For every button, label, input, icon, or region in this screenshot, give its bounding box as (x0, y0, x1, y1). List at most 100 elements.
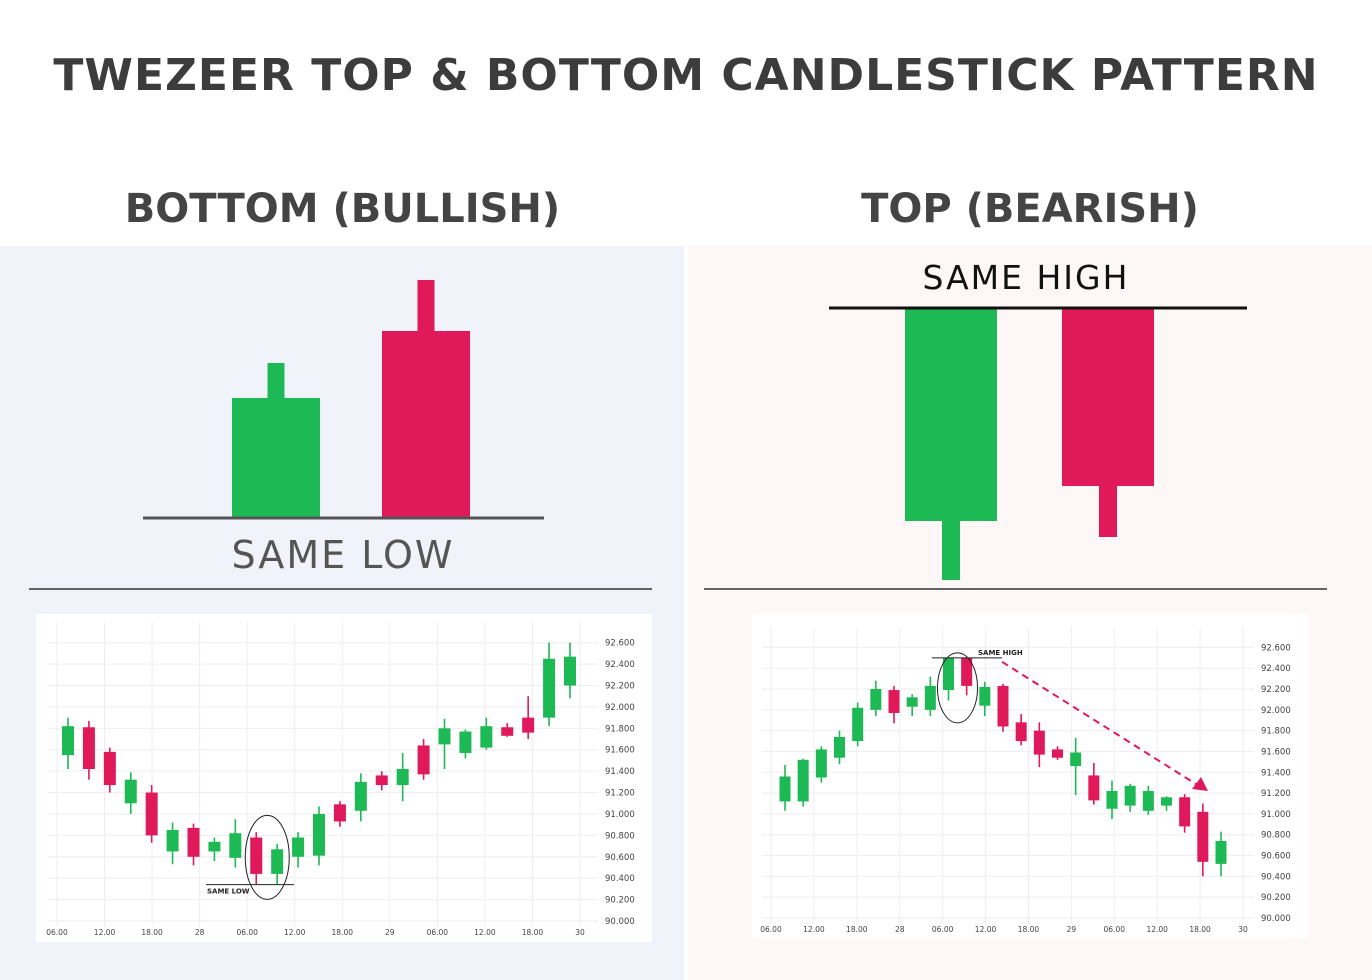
bottom-chart-y-tick: 90.600 (605, 853, 635, 863)
top-chart-candle (815, 746, 827, 783)
top-chart-candle (779, 765, 791, 811)
bottom-chart-x-tick: 12.00 (474, 928, 496, 937)
top-chart-y-tick: 90.200 (1261, 893, 1291, 903)
top-chart-y-tick: 92.400 (1261, 664, 1291, 674)
bottom-chart-candle-body (208, 841, 221, 852)
top-chart-candle (888, 685, 900, 724)
bottom-chart-y-tick: 91.600 (605, 746, 635, 756)
top-chart-candle-body (1052, 749, 1063, 758)
bottom-chart-x-tick: 12.00 (94, 928, 116, 937)
top-chart-y-tick: 92.600 (1261, 643, 1291, 653)
top-chart-candle (1179, 794, 1191, 833)
bottom-chart-candle (564, 642, 576, 699)
bottom-chart-candle (124, 772, 137, 814)
top-chart-candle-body (1142, 791, 1154, 811)
bottom-chart-candle-body (396, 769, 409, 786)
bottom-chart-candle (82, 720, 95, 780)
top-chart-candle-body (979, 686, 991, 706)
bottom-chart-y-tick: 90.400 (605, 874, 635, 884)
bottom-chart-candle-body (271, 849, 284, 874)
top-chart-candle-body (852, 707, 864, 742)
top-chart-candle-body (1033, 730, 1045, 755)
bottom-chart-candle-body (543, 658, 556, 718)
top-chart-y-tick: 90.800 (1261, 831, 1291, 841)
bottom-chart-y-tick: 90.200 (605, 896, 635, 906)
bottom-chart-x-tick: 18.00 (141, 928, 163, 937)
top-chart-candle (1033, 722, 1045, 768)
top-chart-candle (1070, 737, 1082, 796)
top-chart-y-tick: 91.800 (1261, 727, 1291, 737)
bottom-chart-candle-body (124, 779, 137, 804)
downtrend-arrow-head (1192, 777, 1208, 792)
bottom-chart-x-tick: 28 (195, 928, 205, 937)
same-low-highlight-ellipse (244, 814, 290, 900)
bottom-chart-x-tick: 18.00 (332, 928, 354, 937)
top-chart-candle (797, 758, 809, 807)
bottom-chart-candle (208, 837, 221, 862)
downtrend-arrow-line (1001, 660, 1203, 789)
bottom-chart-x-tick: 18.00 (522, 928, 544, 937)
top-chart-y-tick: 91.200 (1261, 789, 1291, 799)
bottom-chart-candle (333, 801, 346, 827)
bottom-chart-candle (354, 773, 367, 822)
bottom-chart-y-tick: 92.600 (605, 639, 635, 649)
bottom-pattern-candles (232, 280, 470, 518)
bottom-chart-candle (522, 696, 535, 740)
bottom-chart-candle (166, 822, 179, 865)
bottom-chart-x-tick: 12.00 (284, 928, 306, 937)
bottom-chart-candle-body (82, 727, 95, 770)
top-chart-candle-body (815, 749, 827, 778)
top-chart-candle-body (1124, 785, 1136, 806)
bottom-chart-candle (501, 722, 514, 737)
top-chart-x-tick: 12.00 (1146, 925, 1168, 934)
top-chart-candle (1088, 762, 1100, 805)
bottom-chart-candle-body (313, 813, 325, 856)
top-chart-x-tick: 18.00 (846, 925, 868, 934)
top-pattern-heading: TOP (BEARISH) (861, 186, 1199, 232)
bottom-candle-body-0 (232, 398, 320, 518)
bottom-chart-candle (396, 752, 409, 802)
top-chart-candle-body (1070, 752, 1082, 767)
bottom-chart-x-tick: 29 (385, 928, 395, 937)
top-chart-candle (1106, 780, 1118, 820)
top-chart-grid (762, 627, 1254, 924)
bottom-chart-candle (543, 642, 556, 727)
top-chart-candle-body (797, 759, 809, 802)
bottom-chart-candle (313, 806, 325, 866)
bottom-chart-x-tick: 30 (575, 928, 585, 937)
same-high-chart-label: SAME HIGH (978, 649, 1023, 657)
top-chart-x-tick: 29 (1067, 925, 1077, 934)
top-chart-candle (1142, 785, 1154, 815)
top-chart-x-tick: 30 (1238, 925, 1248, 934)
bottom-chart-candle (375, 771, 388, 791)
top-chart-candle (870, 680, 882, 717)
top-chart-candle-body (1106, 791, 1118, 809)
top-chart-x-tick: 12.00 (803, 925, 825, 934)
top-chart-candle-body (1161, 797, 1172, 806)
top-chart-candle-body (943, 657, 954, 691)
bottom-chart-candle-body (145, 792, 158, 836)
bottom-chart-candle (62, 717, 74, 770)
top-chart-y-tick: 90.600 (1261, 852, 1291, 862)
bottom-chart-candle-body (417, 745, 430, 775)
top-chart-x-tick: 06.00 (932, 925, 954, 934)
top-chart-candle (1124, 783, 1136, 812)
same-high-label: SAME HIGH (923, 258, 1130, 297)
top-chart-candle (1015, 714, 1027, 746)
top-candlestick-chart: 92.600 92.400 92.200 92.000 91.800 91.600 91.4… (760, 627, 1291, 934)
top-chart-candle-body (834, 736, 845, 758)
bottom-chart-candle (250, 832, 263, 885)
bottom-chart-candle-body (375, 775, 388, 786)
bottom-candle-body-1 (382, 331, 470, 518)
bottom-chart-x-tick: 06.00 (46, 928, 68, 937)
bottom-chart-y-tick: 92.400 (605, 660, 635, 670)
bottom-chart-candle-body (62, 726, 74, 756)
top-chart-candle-body (870, 689, 882, 710)
bottom-chart-candle (229, 819, 242, 868)
top-chart-candle-body (888, 690, 900, 713)
bottom-chart-card: 92.600 92.400 92.200 92.000 91.800 91.600 91.4… (36, 614, 652, 942)
same-low-label: SAME LOW (232, 533, 455, 577)
bottom-chart-candle (103, 747, 116, 793)
top-chart-y-tick: 90.400 (1261, 872, 1291, 882)
bottom-chart-x-tick: 06.00 (236, 928, 258, 937)
